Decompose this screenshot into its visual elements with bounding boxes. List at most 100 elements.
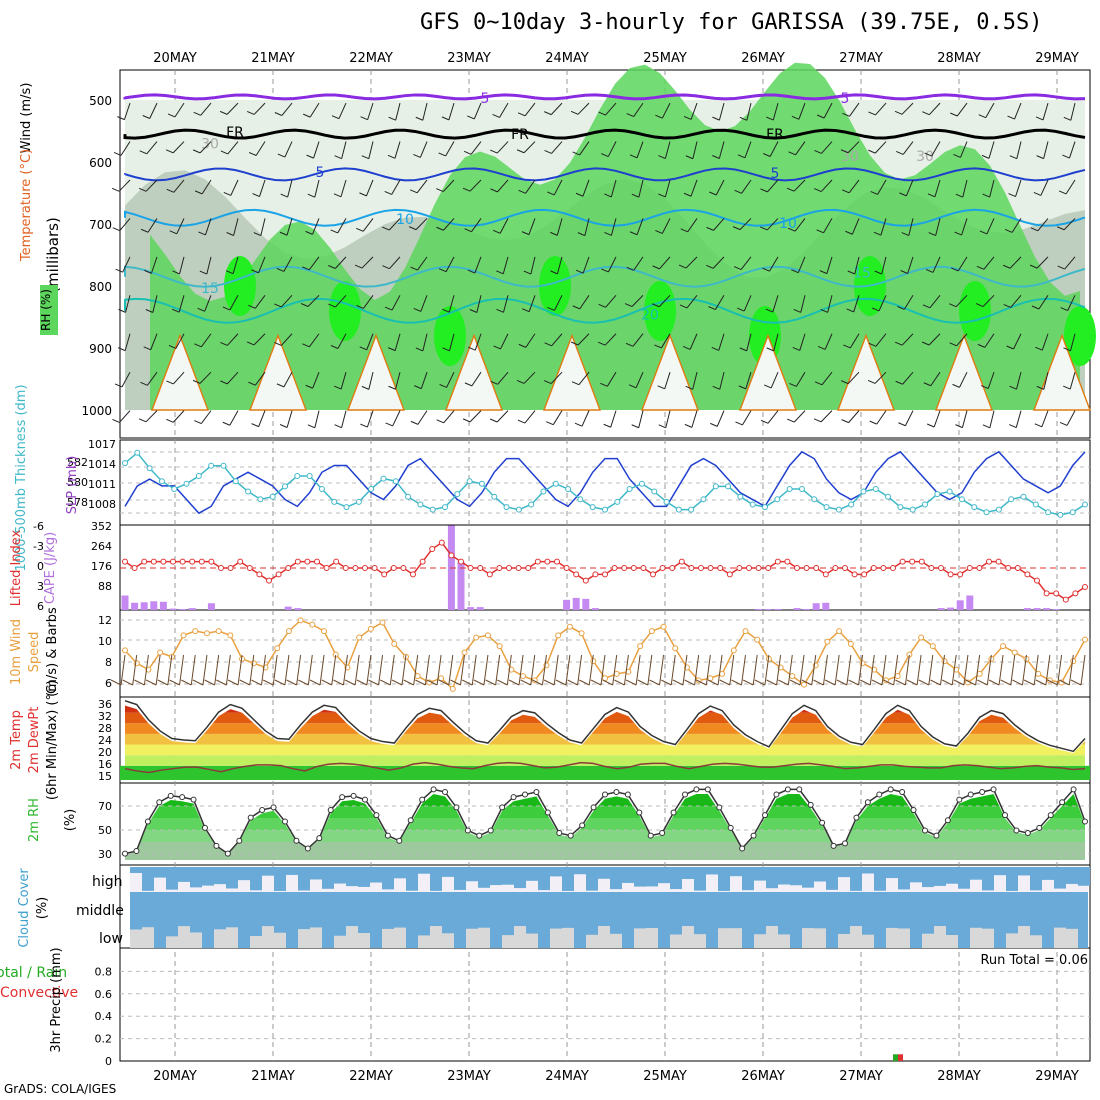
cloud-high-bar [262, 867, 274, 876]
lifted-index-point [669, 565, 676, 571]
thickness-point [171, 485, 178, 492]
wind-barb [874, 141, 887, 154]
lifted-index-point [371, 565, 378, 571]
wind-barb-flag [252, 193, 260, 197]
wind-barb [821, 141, 833, 154]
cape-bar [150, 601, 158, 610]
contour-label: FR [511, 127, 529, 143]
wind-speed-point [391, 640, 398, 647]
wind-barb [420, 295, 428, 312]
wind-barb [258, 410, 266, 427]
wind-barb [119, 218, 131, 232]
wind-barb-flag [276, 383, 285, 388]
wind-speed-point [508, 666, 515, 673]
wind-speed-point [801, 681, 808, 688]
surface-barb-flag [778, 679, 789, 686]
wind-barb [820, 179, 833, 192]
wind-barb-flag [977, 343, 986, 348]
wind-speed-point [297, 617, 304, 624]
thickness-point [331, 498, 338, 505]
wind-barb [416, 179, 428, 194]
lifted-index-point [851, 571, 858, 578]
lifted-index-point [410, 571, 416, 578]
thickness-point [700, 496, 707, 503]
cloud-high-bar [886, 867, 898, 879]
wind-barb-flag [356, 304, 364, 309]
surface-barb [132, 654, 138, 686]
dewpoint-band [120, 765, 1090, 780]
cloud-high-bar [394, 867, 406, 879]
thickness-point [195, 473, 202, 480]
wind-barb [149, 102, 158, 119]
wind-barb [848, 179, 860, 194]
wind-barb-flag [441, 116, 450, 121]
wind-barb [849, 333, 860, 349]
rh2m-point [944, 817, 951, 824]
wind-barb-flag [274, 303, 282, 308]
surface-barb [635, 654, 641, 686]
wind-barb [123, 102, 131, 120]
precip-convective-bar [898, 1054, 903, 1061]
wind-barb-flag [788, 151, 796, 156]
wind-barb [392, 410, 401, 427]
wind-speed-point [824, 638, 831, 645]
lifted-index-point [582, 577, 589, 584]
wind-barb-flag [464, 228, 472, 233]
wind-barb [875, 102, 887, 116]
cloud-low-bar [502, 935, 514, 948]
chart-title: GFS 0~10day 3-hourly for GARISSA (39.75E… [420, 10, 1043, 35]
cloud-high-bar [310, 867, 322, 880]
surface-barb-flag [906, 679, 918, 686]
wind-barb [178, 295, 185, 313]
wind-barb [470, 141, 482, 155]
date-tick-bottom: 26MAY [741, 1069, 785, 1084]
wind-barb [340, 372, 347, 390]
wind-barb-flag [276, 267, 285, 272]
wind-barb [1070, 102, 1076, 121]
wind-barb-flag [516, 149, 525, 154]
wind-barb-flag [765, 308, 774, 313]
surface-heating-spike [150, 333, 210, 411]
surface-barb-flag [251, 679, 262, 686]
wind-barb [525, 179, 536, 194]
wind-barb [956, 102, 968, 117]
cloud-high-bar [682, 867, 694, 879]
surface-barb [858, 654, 864, 686]
wind-barb-flag [169, 230, 177, 235]
wind-barb-flag [382, 226, 390, 231]
rh2m-point [1002, 812, 1008, 819]
wind-barb [469, 179, 482, 192]
cloud-low-bar [586, 934, 598, 948]
wind-barb-flag [683, 115, 692, 120]
thickness-point [294, 473, 301, 480]
wind-barb [741, 179, 752, 194]
wind-barb [201, 179, 212, 195]
surface-barb [506, 654, 512, 686]
wind-barb-flag [356, 227, 364, 232]
wind-speed-point [484, 632, 491, 639]
wind-barb-flag [360, 423, 368, 428]
rh-high-spot [224, 256, 256, 316]
lifted-index-point [534, 558, 541, 565]
wind-barb [746, 102, 752, 121]
wind-barb-flag [439, 383, 447, 388]
thickness-point [355, 498, 362, 505]
date-tick-bottom: 25MAY [643, 1069, 687, 1084]
contour-label: 30 [916, 149, 934, 165]
surface-barb-flag [1070, 679, 1082, 686]
wind-barb [554, 295, 563, 311]
rh2m-point [179, 794, 186, 801]
cloud-high-bar [526, 867, 538, 881]
surface-barb [541, 654, 547, 686]
date-tick-top: 23MAY [447, 51, 491, 66]
surface-barb-flag [239, 679, 251, 686]
wind-barb-flag [305, 230, 313, 235]
thickness-point [122, 460, 128, 467]
wind-barb-flag [462, 187, 471, 192]
wind-barb-flag [954, 231, 962, 236]
surface-barb [331, 654, 337, 686]
lifted-index-point [323, 565, 330, 571]
thickness-point [282, 483, 288, 490]
wind-barb-flag [382, 265, 390, 270]
wind-speed-point [321, 628, 328, 635]
